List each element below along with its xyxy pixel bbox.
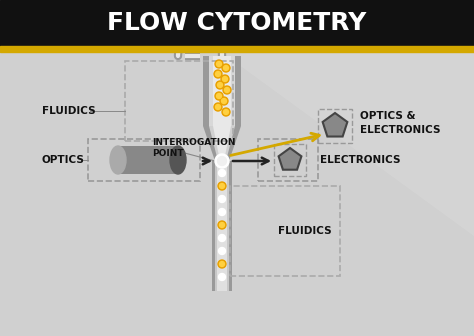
Circle shape: [219, 248, 226, 254]
Circle shape: [214, 70, 222, 78]
Circle shape: [217, 93, 221, 98]
Circle shape: [219, 261, 225, 266]
Ellipse shape: [170, 146, 186, 174]
Circle shape: [221, 75, 229, 83]
Text: INTERROGATION
POINT: INTERROGATION POINT: [152, 138, 236, 158]
Circle shape: [216, 104, 220, 110]
Bar: [213, 56, 231, 126]
Bar: [212, 161, 232, 291]
Circle shape: [219, 196, 226, 203]
Text: FLOW CYTOMETRY: FLOW CYTOMETRY: [107, 11, 367, 35]
Ellipse shape: [110, 146, 126, 174]
Circle shape: [218, 260, 226, 268]
Circle shape: [219, 222, 225, 227]
Bar: [0, 46, 474, 52]
Circle shape: [223, 86, 231, 94]
Text: FLUIDICS: FLUIDICS: [278, 226, 332, 236]
Text: ELECTRONICS: ELECTRONICS: [320, 155, 401, 165]
Polygon shape: [209, 126, 235, 161]
Circle shape: [219, 274, 226, 281]
Circle shape: [218, 157, 227, 166]
Circle shape: [222, 77, 228, 82]
Bar: [0, 0, 474, 46]
Circle shape: [215, 92, 223, 100]
Circle shape: [216, 81, 224, 89]
Text: FLUIDICS: FLUIDICS: [42, 106, 96, 116]
Circle shape: [220, 97, 228, 105]
Bar: [118, 146, 178, 174]
Circle shape: [218, 221, 226, 229]
Circle shape: [215, 60, 223, 68]
Circle shape: [222, 64, 230, 72]
Circle shape: [219, 235, 226, 242]
Circle shape: [217, 61, 221, 67]
Circle shape: [224, 66, 228, 71]
PathPatch shape: [150, 0, 474, 236]
Circle shape: [214, 103, 222, 111]
Circle shape: [218, 83, 222, 87]
Circle shape: [219, 209, 226, 215]
Circle shape: [225, 87, 229, 92]
Circle shape: [221, 98, 227, 103]
Circle shape: [222, 108, 230, 116]
Text: OPTICS: OPTICS: [42, 155, 85, 165]
Polygon shape: [203, 126, 241, 161]
Bar: [215, 161, 229, 291]
Circle shape: [216, 72, 220, 77]
Text: OPTICS &
ELECTRONICS: OPTICS & ELECTRONICS: [360, 112, 440, 135]
Polygon shape: [213, 126, 231, 161]
Circle shape: [218, 182, 226, 190]
Circle shape: [215, 154, 229, 168]
Polygon shape: [279, 148, 301, 170]
Bar: [217, 161, 227, 291]
Polygon shape: [323, 113, 347, 136]
Circle shape: [219, 183, 225, 188]
Bar: [203, 56, 241, 126]
Circle shape: [219, 169, 226, 176]
Circle shape: [224, 110, 228, 115]
Bar: [209, 56, 235, 126]
